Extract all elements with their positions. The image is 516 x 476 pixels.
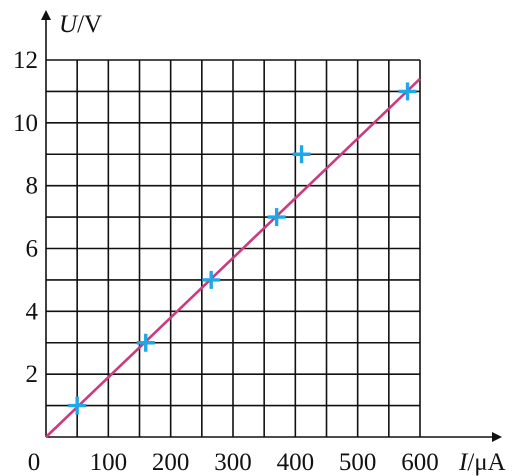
y-tick-label: 12 xyxy=(13,47,38,74)
y-tick-label: 6 xyxy=(26,236,39,263)
data-point xyxy=(292,145,311,164)
grid xyxy=(46,59,421,437)
x-tick-label: 600 xyxy=(401,449,439,476)
axes xyxy=(41,10,502,442)
fit-line-group xyxy=(45,77,421,438)
data-point xyxy=(68,396,87,415)
data-point xyxy=(398,82,417,101)
tick-labels: 100 200 300 400 500 600 2 4 6 8 10 12 xyxy=(13,47,439,476)
origin-label: 0 xyxy=(28,449,41,476)
fit-line xyxy=(45,77,421,438)
data-point xyxy=(202,270,221,289)
y-tick-label: 10 xyxy=(13,110,38,137)
x-tick-label: 300 xyxy=(214,449,252,476)
y-tick-label: 4 xyxy=(26,298,39,325)
data-point xyxy=(136,333,155,352)
data-point xyxy=(267,208,286,227)
data-points xyxy=(68,82,417,415)
x-axis-title: I/μA xyxy=(458,449,506,476)
y-axis-title: U/V xyxy=(59,11,102,38)
y-tick-label: 2 xyxy=(26,361,39,388)
x-tick-label: 500 xyxy=(339,449,377,476)
y-tick-label: 8 xyxy=(26,173,39,200)
x-tick-label: 100 xyxy=(90,449,128,476)
x-tick-label: 400 xyxy=(277,449,315,476)
x-tick-label: 200 xyxy=(152,449,190,476)
